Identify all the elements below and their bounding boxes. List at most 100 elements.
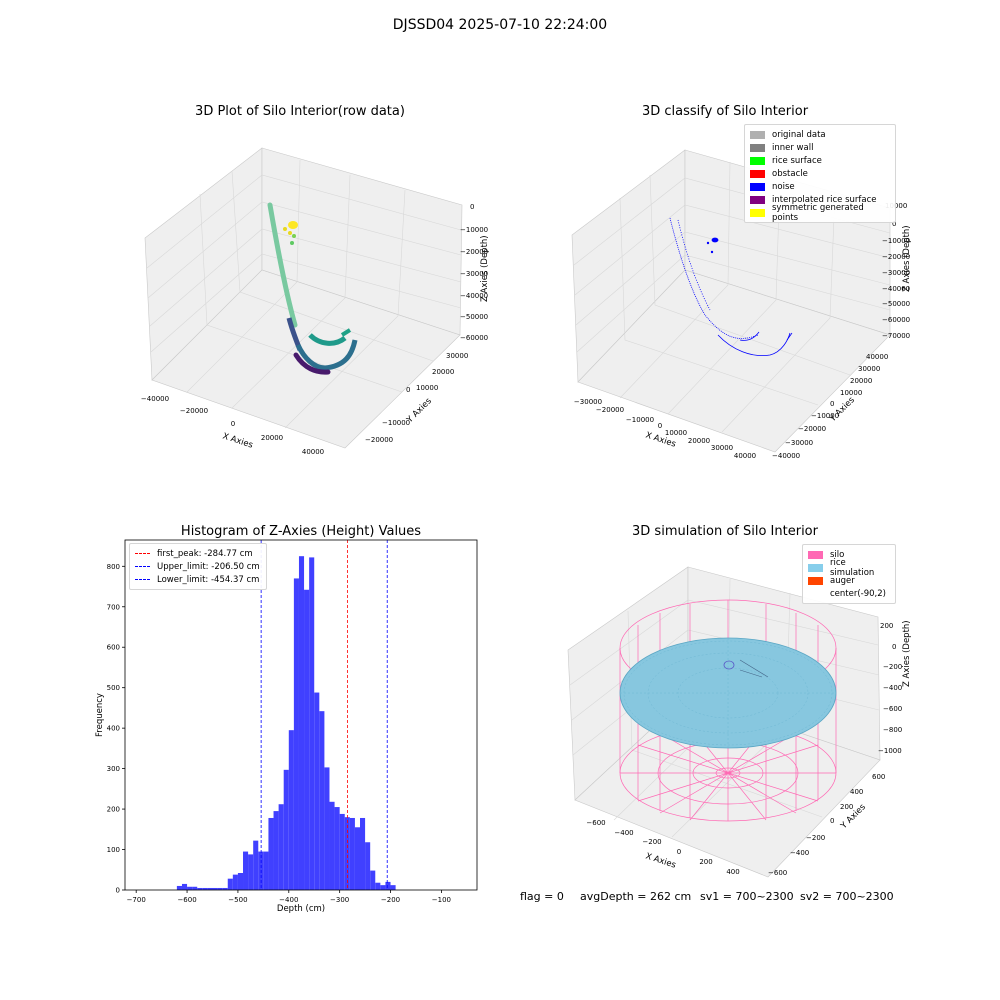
classify3d-ztick: 10000 xyxy=(885,202,907,210)
sim3d-xtick: 400 xyxy=(726,868,739,876)
y-tick-label: 600 xyxy=(107,644,120,652)
raw3d-ztick: −30000 xyxy=(460,270,488,278)
classify3d-ytick: 0 xyxy=(830,400,834,408)
legend-label: auger xyxy=(830,575,855,586)
sim3d-ztick: −400 xyxy=(883,684,902,692)
histogram-bar xyxy=(385,881,391,890)
y-tick-label: 500 xyxy=(107,684,120,692)
sim3d-plot: −600 −400 −200 0 200 400 X Axies −600 −4… xyxy=(567,566,912,878)
sim3d-ztick: 0 xyxy=(892,643,896,651)
histogram-bar xyxy=(349,817,355,890)
sim3d-ytick: 200 xyxy=(840,803,853,811)
sim3d-zlabel: Z Axies (Depth) xyxy=(902,620,912,687)
sim3d-xtick: −400 xyxy=(614,829,633,837)
classify3d-xtick: 40000 xyxy=(734,452,756,460)
classify3d-legend: original data inner wall rice surface ob… xyxy=(744,124,896,223)
histogram-bar xyxy=(283,769,289,890)
legend-swatch xyxy=(750,143,765,152)
legend-swatch xyxy=(135,579,150,580)
histogram-bar xyxy=(288,730,294,890)
hist-xlabel: Depth (cm) xyxy=(277,904,325,914)
legend-label: noise xyxy=(772,181,795,192)
raw3d-ztick: −20000 xyxy=(460,248,488,256)
classify3d-xtick: −20000 xyxy=(596,406,624,414)
legend-swatch xyxy=(750,182,765,191)
raw3d-ztick: −50000 xyxy=(460,313,488,321)
legend-swatch xyxy=(808,550,823,559)
legend-item: obstacle xyxy=(750,167,890,180)
flag-text: flag = 0 xyxy=(520,890,564,903)
x-tick-label: −700 xyxy=(127,896,146,904)
y-tick-label: 700 xyxy=(107,603,120,611)
legend-item: rice surface xyxy=(750,154,890,167)
histogram-bar xyxy=(268,817,274,890)
sim3d-ytick: −200 xyxy=(806,834,825,842)
classify3d-xtick: 10000 xyxy=(665,429,687,437)
histogram-bar xyxy=(314,692,320,890)
x-tick-label: −300 xyxy=(330,896,349,904)
legend-item: silo xyxy=(808,548,890,561)
sim3d-ytick: −400 xyxy=(790,849,809,857)
legend-item: rice simulation xyxy=(808,558,890,578)
classify3d-ytick: −20000 xyxy=(798,425,826,433)
legend-swatch xyxy=(750,208,765,217)
y-tick-label: 100 xyxy=(107,846,120,854)
sim3d-xtick: −600 xyxy=(586,819,605,827)
raw3d-ytick: 10000 xyxy=(416,384,438,392)
histogram-bar xyxy=(207,887,213,890)
histogram-bar xyxy=(334,807,340,890)
legend-label: Lower_limit: -454.37 cm xyxy=(157,574,260,585)
sim3d-title: 3D simulation of Silo Interior xyxy=(632,524,818,539)
legend-item: noise xyxy=(750,180,890,193)
histogram-bar xyxy=(329,801,335,890)
sim3d-ztick: −1000 xyxy=(878,747,902,755)
histogram-bar xyxy=(344,817,350,890)
avg-depth-text: avgDepth = 262 cm xyxy=(580,890,692,903)
hist-legend: first_peak: -284.77 cm Upper_limit: -206… xyxy=(129,543,267,590)
legend-item: original data xyxy=(750,128,890,141)
histogram-bar xyxy=(390,885,396,890)
histogram-bar xyxy=(192,886,198,890)
histogram-bar xyxy=(324,767,330,890)
sim3d-ztick: −200 xyxy=(883,663,902,671)
histogram-bar xyxy=(304,589,310,890)
figure-title: DJSSD04 2025-07-10 22:24:00 xyxy=(392,17,608,33)
raw3d-xtick: −40000 xyxy=(141,395,169,403)
classify3d-ztick: 0 xyxy=(892,220,896,228)
hist-plot: −700 −600 −500 −400 −300 −200 −100 0 100 200 300 4… xyxy=(95,539,478,914)
histogram-bar xyxy=(360,817,366,890)
classify3d-zlabel: Z Axies (Depth) xyxy=(902,225,912,292)
sv2-text: sv2 = 700~2300 xyxy=(800,890,894,903)
classify3d-ytick: 10000 xyxy=(840,389,862,397)
classify3d-ztick: −70000 xyxy=(882,332,910,340)
legend-item: auger xyxy=(808,574,890,587)
raw3d-ztick: −40000 xyxy=(460,292,488,300)
legend-item: Lower_limit: -454.37 cm xyxy=(135,573,261,586)
classify3d-ztick: −50000 xyxy=(882,300,910,308)
histogram-bar xyxy=(243,851,249,890)
sim3d-ztick: −600 xyxy=(883,705,902,713)
x-tick-label: −100 xyxy=(432,896,451,904)
histogram-bar xyxy=(187,886,193,890)
classify3d-ytick: −30000 xyxy=(785,439,813,447)
legend-label: obstacle xyxy=(772,168,808,179)
raw3d-ytick: −20000 xyxy=(365,436,393,444)
legend-swatch xyxy=(135,553,150,554)
legend-swatch xyxy=(808,576,823,585)
y-tick-label: 0 xyxy=(116,887,120,895)
sv1-text: sv1 = 700~2300 xyxy=(700,890,794,903)
histogram-bar xyxy=(309,557,315,890)
sim3d-xlabel: X Axies xyxy=(644,851,677,870)
raw3d-points xyxy=(267,202,358,375)
hist-title: Histogram of Z-Axies (Height) Values xyxy=(180,524,422,539)
y-tick-label: 300 xyxy=(107,765,120,773)
classify3d-ytick: −10000 xyxy=(811,412,839,420)
sim3d-xtick: 0 xyxy=(677,848,681,856)
raw3d-ytick: 30000 xyxy=(446,352,468,360)
x-tick-label: −600 xyxy=(177,896,196,904)
sim3d-ytick: 600 xyxy=(872,773,885,781)
legend-label: rice surface xyxy=(772,155,822,166)
classify3d-ztick: −30000 xyxy=(882,269,910,277)
y-tick-label: 400 xyxy=(107,725,120,733)
sim3d-xtick: −200 xyxy=(642,838,661,846)
